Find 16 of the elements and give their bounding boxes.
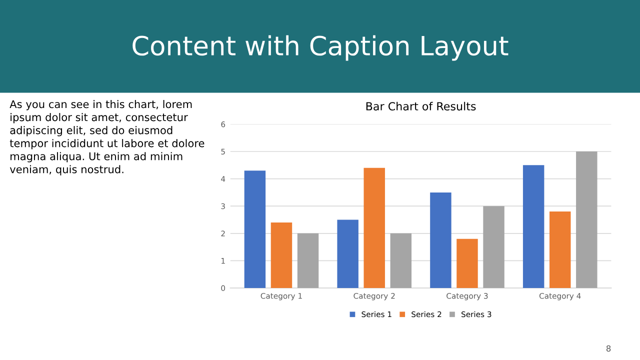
bar xyxy=(430,192,452,288)
bar xyxy=(270,222,292,288)
text: 8 xyxy=(606,345,611,352)
bar xyxy=(364,168,385,288)
chart-title: Bar Chart of Results xyxy=(366,102,476,110)
bar xyxy=(522,165,544,288)
bar xyxy=(337,220,358,288)
bar xyxy=(390,233,412,288)
text: Content with Caption Layout xyxy=(132,35,508,61)
bar xyxy=(550,212,571,288)
text: As you can see in this chart, lorem ipsum dolor sit amet, consectetur adipiscing elit, sed do eiusmod tempor incididunt ut labore et dolore magna aliqua. Ut enim ad minim veniam, quis nostrud. xyxy=(10,100,204,176)
bar xyxy=(456,238,478,288)
bar xyxy=(483,206,504,288)
bar xyxy=(576,152,598,288)
bar xyxy=(297,233,319,288)
bar xyxy=(244,170,266,288)
